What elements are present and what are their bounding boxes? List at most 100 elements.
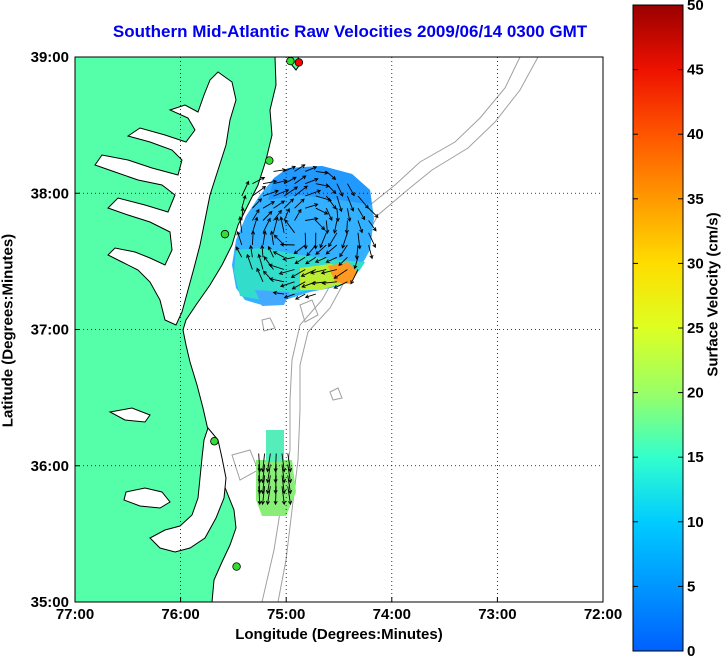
vector-91: [328, 232, 338, 248]
vector-50: [294, 208, 302, 221]
velocity-field-north-band: [268, 166, 372, 205]
vector-107: [354, 244, 359, 260]
vector-97: [333, 269, 348, 279]
y-tick-label-2: 37:00: [31, 322, 69, 339]
chart-title: Southern Mid-Atlantic Raw Velocities 200…: [112, 22, 588, 41]
vector-119: [257, 453, 262, 473]
vector-52: [294, 185, 308, 197]
vector-41: [283, 186, 299, 197]
x-tick-label-0: 77:00: [56, 606, 94, 623]
vector-13: [252, 176, 266, 185]
vector-6: [246, 253, 253, 270]
vector-78: [310, 269, 327, 275]
vector-127: [265, 453, 271, 473]
vector-79: [314, 256, 327, 263]
vector-114: [368, 220, 377, 232]
vector-4: [241, 194, 247, 209]
vector-66: [304, 293, 316, 299]
vector-21: [262, 189, 279, 197]
x-tick-label-1: 76:00: [161, 606, 199, 623]
current-vectors: [235, 164, 379, 506]
vector-98: [338, 256, 348, 267]
colorbar-tick-label-7: 35: [687, 191, 704, 208]
vector-121: [260, 475, 266, 495]
vector-47: [282, 256, 295, 261]
vector-62: [305, 203, 319, 209]
vector-28: [273, 209, 282, 221]
vector-7: [248, 244, 254, 258]
vector-65: [305, 166, 318, 172]
colorbar-tick-label-9: 45: [687, 62, 704, 79]
vector-87: [321, 281, 337, 286]
vector-12: [252, 186, 267, 197]
vector-90: [325, 244, 338, 255]
colorbar-tick-label-10: 50: [687, 0, 704, 14]
vector-39: [283, 208, 290, 221]
x-tick-label-5: 72:00: [584, 606, 622, 623]
vector-22: [262, 179, 278, 185]
vector-100: [341, 232, 348, 249]
vector-96: [333, 281, 348, 289]
vector-137: [287, 475, 293, 495]
vector-33: [272, 290, 285, 295]
vector-54: [294, 164, 306, 172]
vector-136: [287, 486, 293, 506]
colorbar-tick-label-2: 10: [687, 514, 704, 531]
vector-5: [241, 180, 250, 197]
vector-73: [315, 207, 329, 215]
vector-3: [240, 206, 245, 221]
vector-35: [268, 263, 285, 270]
y-tick-label-1: 36:00: [31, 458, 69, 475]
vector-49: [284, 219, 295, 234]
vector-135: [281, 453, 287, 473]
colorbar-ticks: 0 5 10 15 20 25 30 35 40 45 50: [633, 0, 704, 659]
colorbar: [632, 4, 684, 652]
vector-24: [263, 256, 274, 270]
vector-116: [257, 486, 262, 506]
station-marker-0: [294, 58, 304, 67]
vector-139: [287, 453, 293, 473]
vector-68: [300, 269, 316, 277]
vector-106: [353, 257, 359, 270]
vector-83: [325, 208, 333, 221]
station-marker-3: [220, 229, 230, 239]
grid-lines: [75, 57, 603, 602]
vector-117: [257, 475, 262, 495]
vector-111: [357, 195, 369, 209]
colorbar-tick-label-0: 0: [687, 643, 695, 659]
vector-9: [251, 216, 259, 233]
vector-58: [294, 256, 306, 264]
vector-61: [305, 216, 319, 221]
vector-104: [347, 183, 355, 197]
vector-53: [294, 175, 307, 185]
vector-126: [265, 464, 271, 484]
vector-82: [325, 220, 330, 235]
vector-123: [260, 453, 266, 473]
vector-20: [262, 201, 276, 209]
x-tick-label-4: 73:00: [478, 606, 516, 623]
vector-1: [236, 231, 243, 246]
vector-118: [257, 464, 262, 484]
vector-110: [357, 207, 366, 221]
colorbar-tick-label-6: 30: [687, 255, 704, 272]
y-tick-label-3: 38:00: [31, 185, 69, 202]
vector-64: [305, 177, 319, 185]
vector-51: [294, 198, 305, 209]
vector-46: [278, 269, 295, 275]
vector-11: [252, 198, 263, 209]
vector-102: [346, 208, 352, 223]
y-tick-label-4: 39:00: [31, 49, 69, 66]
vector-86: [326, 171, 337, 181]
vector-115: [368, 207, 379, 218]
vector-112: [368, 244, 374, 260]
colorbar-tick-label-5: 25: [687, 320, 704, 337]
vector-133: [281, 475, 287, 495]
vector-89: [325, 256, 338, 263]
vector-109: [357, 220, 364, 234]
vector-43: [283, 165, 296, 172]
vector-42: [283, 176, 297, 185]
vector-131: [273, 453, 278, 473]
vector-122: [260, 464, 266, 484]
vector-124: [265, 486, 271, 506]
